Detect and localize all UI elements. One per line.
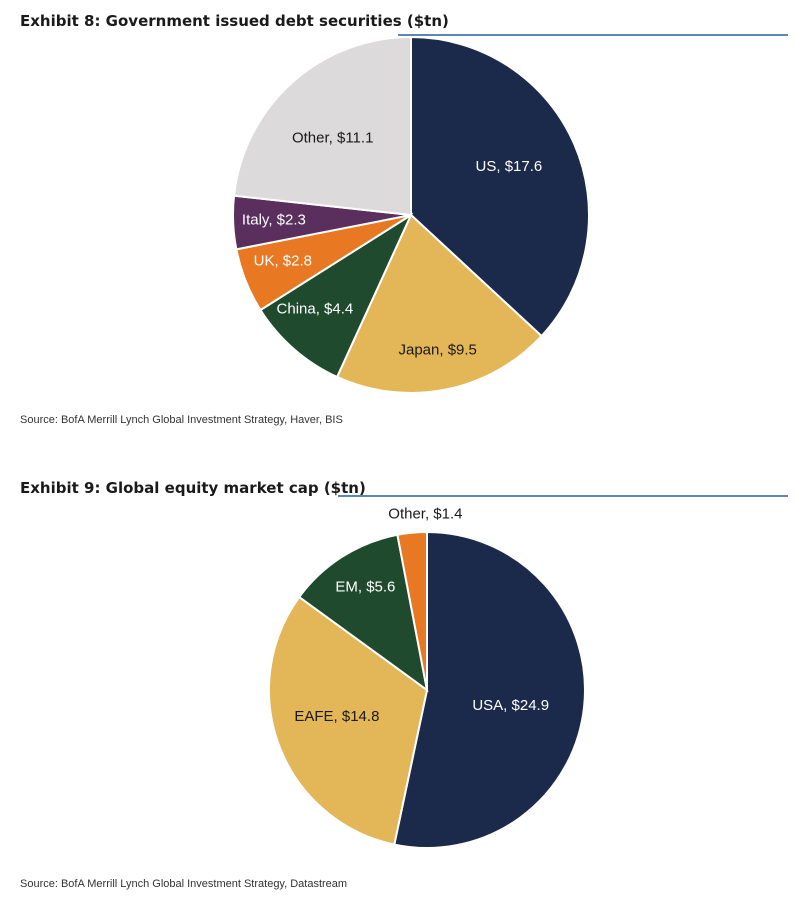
exhibit-8-pie-chart: US, $17.6 Japan, $9.5 China, $4.4 UK, $2.8 I… — [232, 35, 590, 394]
slice-label-other: Other, $11.1 — [292, 129, 373, 146]
pie-slice-china — [259, 212, 414, 379]
slice-label-eafe: EAFE, $14.8 — [294, 708, 379, 725]
slice-label-japan: Japan, $9.5 — [398, 341, 476, 358]
exhibit-9-pie-chart: USA, $24.9 EAFE, $14.8 EM, $5.6 Other, $1.4 — [268, 506, 586, 849]
slice-label-uk: UK, $2.8 — [254, 252, 312, 269]
slice-label-us: US, $17.6 — [476, 158, 543, 175]
slice-label-usa: USA, $24.9 — [472, 697, 549, 714]
pie-slice-japan — [335, 213, 543, 394]
slice-label-italy: Italy, $2.3 — [242, 211, 306, 228]
pie-slice-other — [396, 530, 428, 691]
pie-slice-usa — [393, 530, 586, 849]
pie-slice-other — [232, 35, 412, 217]
slice-label-em: EM, $5.6 — [335, 578, 395, 595]
pie-slice-em — [297, 533, 429, 693]
exhibit-9-source: Source: BofA Merrill Lynch Global Invest… — [20, 878, 348, 890]
pie-slice-eafe — [268, 595, 429, 846]
pie-slice-us — [410, 35, 590, 338]
slice-label-other: Other, $1.4 — [388, 506, 462, 523]
exhibit-9-title: Exhibit 9: Global equity market cap ($tn… — [20, 479, 366, 497]
exhibit-8-source: Source: BofA Merrill Lynch Global Invest… — [20, 414, 343, 426]
exhibit-8-title: Exhibit 8: Government issued debt securi… — [20, 12, 449, 30]
exhibit-8-title-rule — [398, 34, 788, 36]
slice-label-china: China, $4.4 — [277, 300, 354, 317]
exhibit-9-title-rule — [338, 495, 788, 497]
